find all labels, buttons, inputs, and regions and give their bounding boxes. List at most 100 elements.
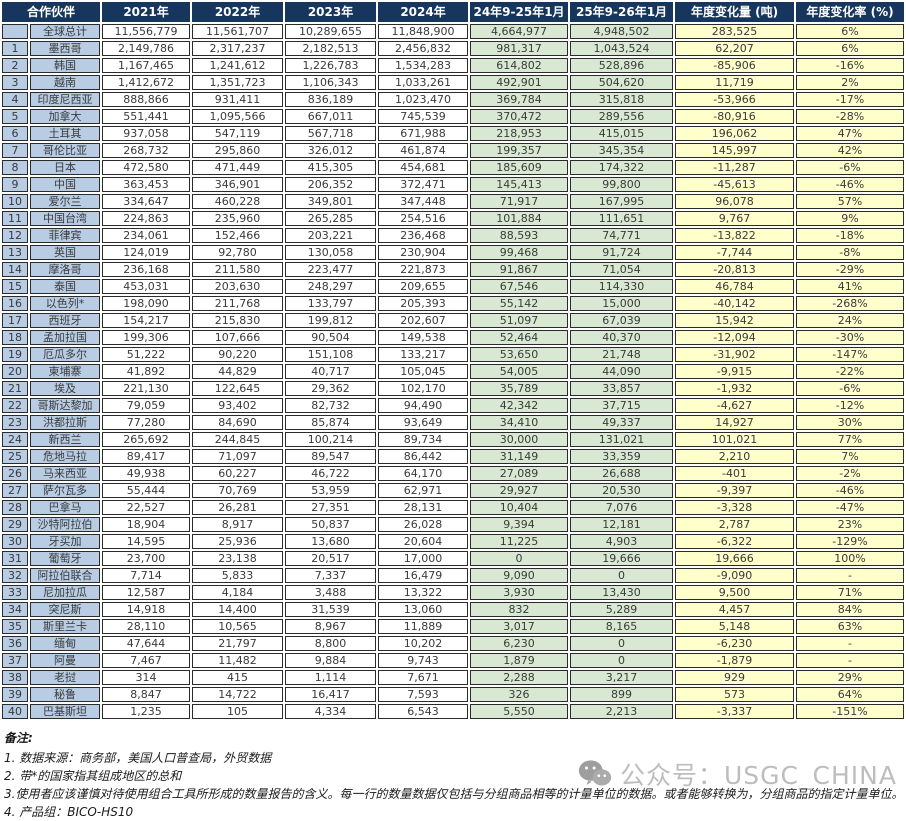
value-cell: 152,466	[192, 228, 284, 243]
value-cell: -401	[675, 466, 795, 481]
value-cell: 9,743	[378, 653, 469, 668]
value-cell: 221,130	[102, 381, 191, 396]
value-cell: 89,734	[378, 432, 469, 447]
value-cell: 145,997	[675, 143, 795, 158]
value-cell: 41%	[796, 279, 905, 294]
table-row: 9 中国 363,453 346,901 206,352 372,471 145,413 99…	[2, 177, 905, 192]
value-cell: 17,000	[378, 551, 469, 566]
value-cell: 13,680	[285, 534, 377, 549]
value-cell: 5,550	[470, 704, 569, 719]
rank-cell: 39	[2, 687, 28, 702]
rank-cell: 31	[2, 551, 28, 566]
partner-cell: 马来西亚	[30, 466, 101, 481]
value-cell: 8,917	[192, 517, 284, 532]
notes-section: 备注: 1. 数据来源：商务部，美国人口普查局，外贸数据 2. 带*的国家指其组成…	[4, 729, 902, 821]
value-cell: 1,033,261	[378, 75, 469, 90]
value-cell: 89,417	[102, 449, 191, 464]
value-cell: 931,411	[192, 92, 284, 107]
value-cell: -45,613	[675, 177, 795, 192]
value-cell: 102,170	[378, 381, 469, 396]
value-cell: 99,468	[470, 245, 569, 260]
rank-cell: 9	[2, 177, 28, 192]
notes-list: 1. 数据来源：商务部，美国人口普查局，外贸数据 2. 带*的国家指其组成地区的总…	[4, 749, 902, 821]
rank-cell: 14	[2, 262, 28, 277]
value-cell: -12%	[796, 398, 905, 413]
value-cell: 49,938	[102, 466, 191, 481]
value-cell: 31,149	[470, 449, 569, 464]
table-row: 1 墨西哥 2,149,786 2,317,237 2,182,513 2,456,832…	[2, 41, 905, 56]
value-cell: 21,748	[570, 347, 674, 362]
value-cell: 209,655	[378, 279, 469, 294]
rank-cell	[2, 24, 28, 39]
value-cell: 84,690	[192, 415, 284, 430]
value-cell: 202,607	[378, 313, 469, 328]
value-cell: 254,516	[378, 211, 469, 226]
value-cell: 2,288	[470, 670, 569, 685]
table-row: 15 泰国 453,031 203,630 248,297 209,655 67,546 11…	[2, 279, 905, 294]
value-cell: 90,504	[285, 330, 377, 345]
rank-cell: 16	[2, 296, 28, 311]
value-cell: 10,289,655	[285, 24, 377, 39]
partner-cell: 西班牙	[30, 313, 101, 328]
partner-cell: 全球总计	[30, 24, 101, 39]
value-cell: 10,404	[470, 500, 569, 515]
value-cell: 10,202	[378, 636, 469, 651]
value-cell: 20,604	[378, 534, 469, 549]
value-cell: 667,011	[285, 109, 377, 124]
value-cell: 211,768	[192, 296, 284, 311]
table-row: 31 葡萄牙 23,700 23,138 20,517 17,000 0 19,666 19,6…	[2, 551, 905, 566]
value-cell: 145,413	[470, 177, 569, 192]
value-cell: 107,666	[192, 330, 284, 345]
table-row: 10 爱尔兰 334,647 460,228 349,801 347,448 71,917 1…	[2, 194, 905, 209]
value-cell: 55,142	[470, 296, 569, 311]
notes-title: 备注:	[4, 731, 33, 745]
value-cell: 88,593	[470, 228, 569, 243]
column-header: 24年9-25年1月	[470, 2, 569, 22]
value-cell: 22,527	[102, 500, 191, 515]
value-cell: 283,525	[675, 24, 795, 39]
value-cell: 67,039	[570, 313, 674, 328]
value-cell: 90,220	[192, 347, 284, 362]
value-cell: -8%	[796, 245, 905, 260]
rank-cell: 5	[2, 109, 28, 124]
value-cell: 10,565	[192, 619, 284, 634]
value-cell: 21,797	[192, 636, 284, 651]
partner-cell: 阿拉伯联合	[30, 568, 101, 583]
table-row: 40 巴基斯坦 1,235 105 4,334 6,543 5,550 2,213 -3,337…	[2, 704, 905, 719]
value-cell: 15,000	[570, 296, 674, 311]
table-row: 30 牙买加 14,595 25,936 13,680 20,604 11,225 4,903…	[2, 534, 905, 549]
value-cell: 836,189	[285, 92, 377, 107]
value-cell: 26,688	[570, 466, 674, 481]
value-cell: 198,090	[102, 296, 191, 311]
value-cell: -16%	[796, 58, 905, 73]
value-cell: 67,546	[470, 279, 569, 294]
value-cell: 0	[570, 653, 674, 668]
value-cell: 2,317,237	[192, 41, 284, 56]
value-cell: 4,457	[675, 602, 795, 617]
value-cell: 0	[470, 551, 569, 566]
value-cell: 105	[192, 704, 284, 719]
value-cell: 211,580	[192, 262, 284, 277]
value-cell: 9,500	[675, 585, 795, 600]
value-cell: -80,916	[675, 109, 795, 124]
value-cell: 70,769	[192, 483, 284, 498]
partner-cell: 英国	[30, 245, 101, 260]
value-cell: 4,334	[285, 704, 377, 719]
value-cell: 3,017	[470, 619, 569, 634]
value-cell: 91,724	[570, 245, 674, 260]
value-cell: 28,110	[102, 619, 191, 634]
rank-cell: 1	[2, 41, 28, 56]
partner-cell: 哥伦比亚	[30, 143, 101, 158]
value-cell: 7,467	[102, 653, 191, 668]
table-row: 27 萨尔瓦多 55,444 70,769 53,959 62,971 29,927 20,5…	[2, 483, 905, 498]
value-cell: -129%	[796, 534, 905, 549]
value-cell: 93,402	[192, 398, 284, 413]
value-cell: 51,222	[102, 347, 191, 362]
table-row: 4 印度尼西亚 888,866 931,411 836,189 1,023,470 369,…	[2, 92, 905, 107]
partner-cell: 日本	[30, 160, 101, 175]
value-cell: 42%	[796, 143, 905, 158]
column-header: 2023年	[285, 2, 377, 22]
value-cell: 62,207	[675, 41, 795, 56]
table-row: 22 哥斯达黎加 79,059 93,402 82,732 94,490 42,342 37,…	[2, 398, 905, 413]
partner-cell: 萨尔瓦多	[30, 483, 101, 498]
